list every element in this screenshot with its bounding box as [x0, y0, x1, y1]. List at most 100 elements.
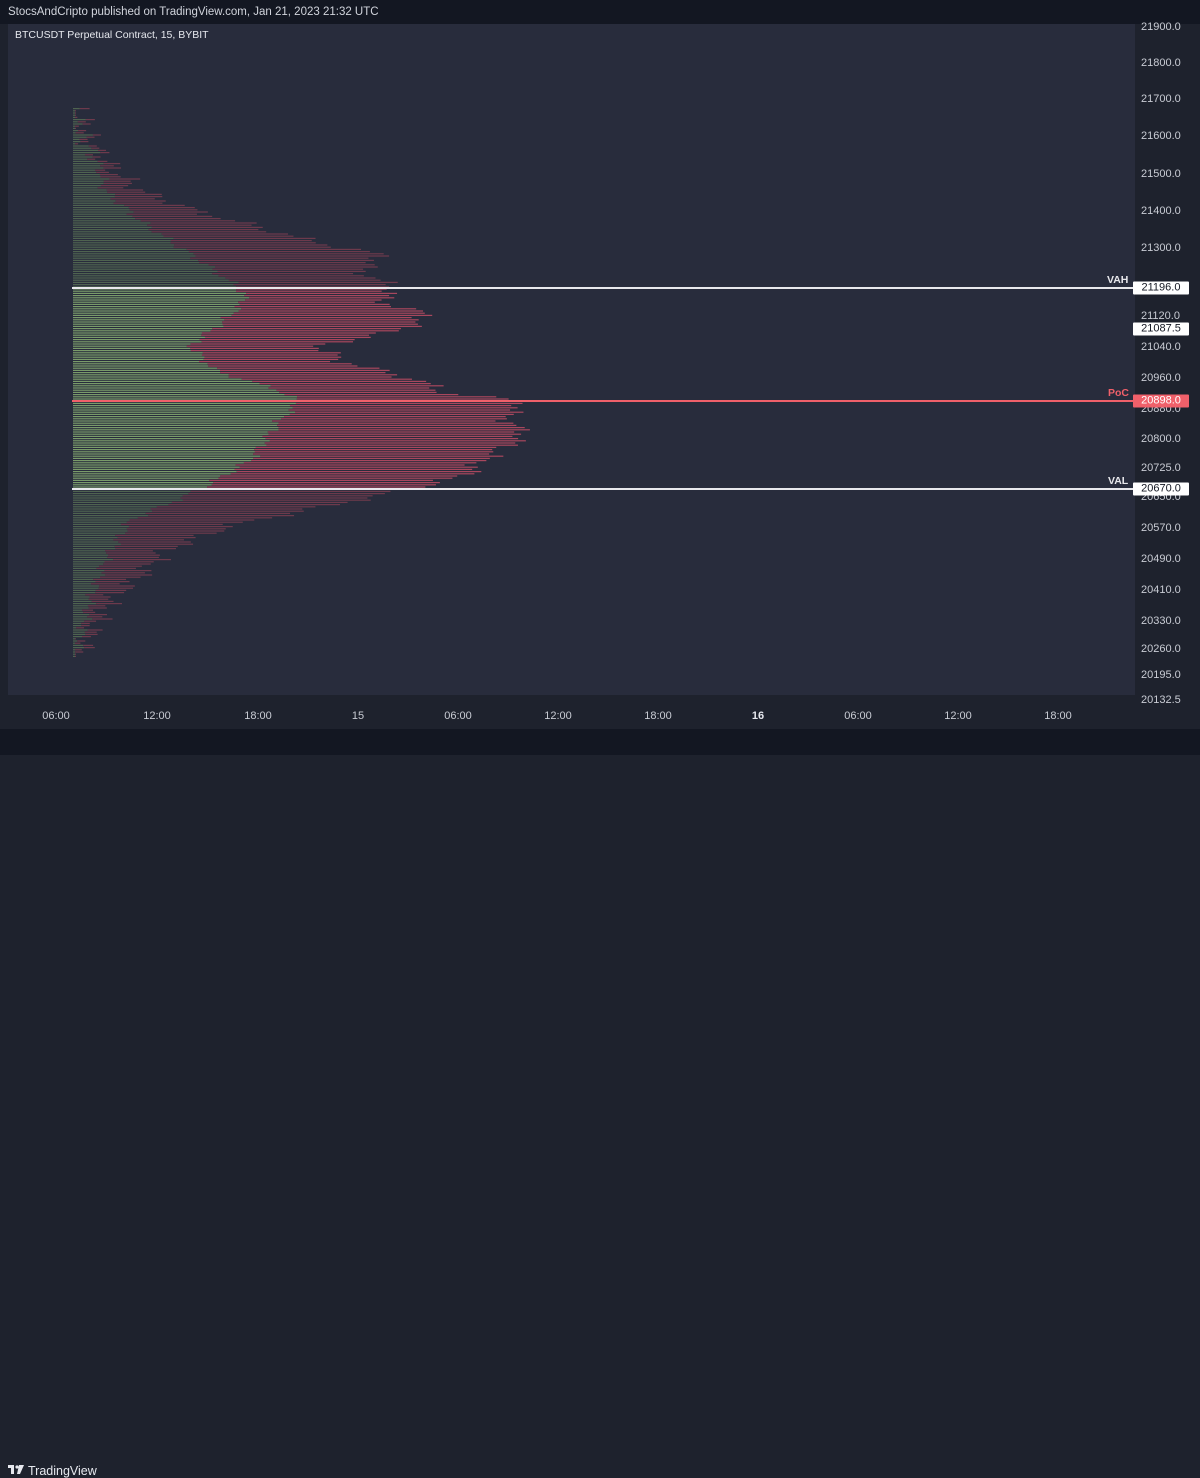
buy-volume-bar	[73, 526, 129, 528]
sell-volume-bar	[84, 620, 97, 622]
publish-header: StocsAndCripto published on TradingView.…	[0, 0, 1200, 24]
buy-volume-bar	[73, 240, 171, 242]
buy-volume-bar	[73, 515, 149, 517]
sell-volume-bar	[203, 358, 339, 360]
sell-volume-bar	[190, 257, 369, 259]
buy-volume-bar	[73, 191, 108, 193]
sell-volume-bar	[81, 622, 90, 624]
sell-volume-bar	[82, 609, 94, 611]
sell-volume-bar	[89, 596, 111, 598]
buy-volume-bar	[73, 242, 171, 244]
buy-volume-bar	[73, 233, 162, 235]
buy-volume-bar	[73, 640, 78, 642]
buy-volume-bar	[73, 255, 196, 257]
sell-volume-bar	[236, 290, 382, 292]
buy-volume-bar	[73, 132, 76, 134]
price-tick-label: 20410.0	[1141, 584, 1181, 596]
buy-volume-bar	[73, 420, 273, 422]
sell-volume-bar	[255, 446, 497, 448]
sell-volume-bar	[180, 497, 368, 499]
buy-volume-bar	[73, 508, 151, 510]
sell-volume-bar	[107, 556, 159, 558]
buy-volume-bar	[73, 490, 191, 492]
sell-volume-bar	[105, 550, 153, 552]
sell-volume-bar	[100, 165, 114, 167]
sell-volume-bar	[199, 262, 366, 264]
buy-volume-bar	[73, 574, 106, 576]
sell-volume-bar	[245, 299, 382, 301]
buy-volume-bar	[73, 647, 85, 649]
footer-brand[interactable]: TradingView	[28, 1464, 97, 1478]
sell-volume-bar	[99, 565, 142, 567]
sell-volume-bar	[209, 479, 433, 481]
buy-volume-bar	[73, 455, 261, 457]
buy-volume-bar	[73, 356, 205, 358]
symbol-title[interactable]: BTCUSDT Perpetual Contract, 15, BYBIT	[15, 29, 209, 41]
sell-volume-bar	[195, 255, 390, 257]
buy-volume-bar	[73, 350, 191, 352]
buy-volume-bar	[73, 193, 116, 195]
sell-volume-bar	[272, 420, 496, 422]
price-axis[interactable]	[1135, 24, 1200, 709]
buy-volume-bar	[73, 438, 266, 440]
buy-volume-bar	[73, 543, 121, 545]
sell-volume-bar	[264, 442, 516, 444]
sell-volume-bar	[234, 468, 473, 470]
sell-volume-bar	[103, 163, 121, 165]
buy-volume-bar	[73, 273, 213, 275]
sell-volume-bar	[236, 286, 390, 288]
sell-volume-bar	[201, 341, 354, 343]
buy-volume-bar	[73, 653, 75, 655]
sell-volume-bar	[199, 339, 355, 341]
buy-volume-bar	[73, 163, 104, 165]
sell-volume-bar	[222, 321, 416, 323]
buy-volume-bar	[73, 218, 136, 220]
sell-volume-bar	[252, 380, 427, 382]
sell-volume-bar	[81, 625, 90, 627]
sell-volume-bar	[115, 200, 166, 202]
sell-volume-bar	[236, 288, 387, 290]
sell-volume-bar	[97, 160, 108, 162]
sell-volume-bar	[120, 543, 194, 545]
sell-volume-bar	[75, 653, 76, 655]
sell-volume-bar	[278, 427, 525, 429]
sell-volume-bar	[107, 191, 146, 193]
sell-volume-bar	[86, 136, 95, 138]
sell-volume-bar	[106, 189, 144, 191]
sell-volume-bar	[201, 354, 338, 356]
buy-volume-bar	[73, 396, 298, 398]
buy-volume-bar	[73, 446, 256, 448]
buy-volume-bar	[73, 636, 83, 638]
sell-volume-bar	[147, 224, 252, 226]
buy-volume-bar	[73, 497, 181, 499]
buy-volume-bar	[73, 563, 104, 565]
buy-volume-bar	[73, 589, 96, 591]
sell-volume-bar	[223, 325, 422, 327]
price-tick-label: 21900.0	[1141, 21, 1181, 33]
buy-volume-bar	[73, 259, 199, 261]
buy-volume-bar	[73, 427, 279, 429]
sell-volume-bar	[87, 158, 96, 160]
sell-volume-bar	[75, 651, 84, 653]
buy-volume-bar	[73, 292, 247, 294]
sell-volume-bar	[88, 607, 107, 609]
sell-volume-bar	[92, 134, 101, 136]
buy-volume-bar	[73, 229, 149, 231]
buy-volume-bar	[73, 545, 115, 547]
sell-volume-bar	[101, 572, 145, 574]
buy-volume-bar	[73, 633, 86, 635]
price-tick-label: 20260.0	[1141, 643, 1181, 655]
buy-volume-bar	[73, 123, 83, 125]
buy-volume-bar	[73, 345, 187, 347]
time-axis[interactable]	[0, 695, 1135, 729]
buy-volume-bar	[73, 262, 200, 264]
sell-volume-bar	[104, 570, 152, 572]
buy-volume-bar	[73, 374, 229, 376]
buy-volume-bar	[73, 277, 226, 279]
tradingview-logo-icon[interactable]	[8, 1465, 24, 1477]
sell-volume-bar	[199, 361, 331, 363]
sell-volume-bar	[85, 633, 98, 635]
sell-volume-bar	[236, 471, 482, 473]
sell-volume-bar	[93, 578, 127, 580]
sell-volume-bar	[100, 152, 110, 154]
